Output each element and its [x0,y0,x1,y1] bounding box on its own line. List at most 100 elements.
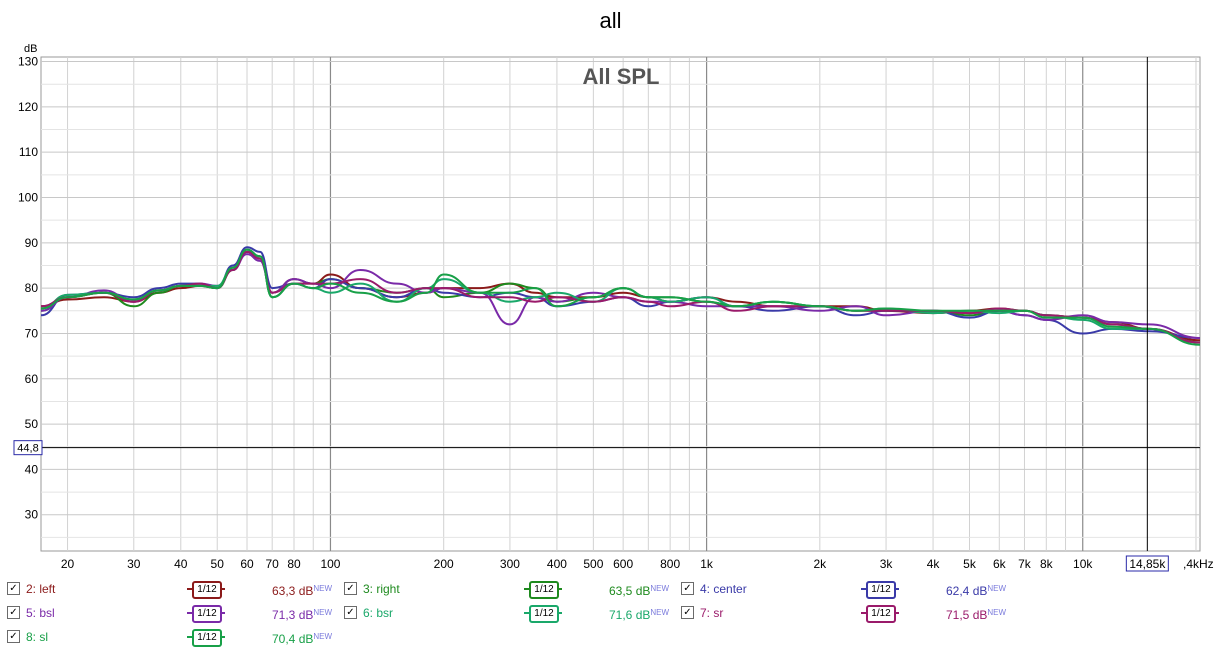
legend-item: ✓ 8: sl 1/12 70,4 dBNEW [7,628,337,648]
legend-item: ✓ 5: bsl 1/12 71,3 dBNEW [7,604,337,624]
y-tick-label: 70 [25,326,39,340]
legend-series-name: 7: sr [700,606,724,620]
legend-level-value: 71,5 dBNEW [946,604,1006,624]
plot-border [40,56,1201,552]
window-title: all [599,8,622,33]
cursor-y-label: 44,8 [17,443,38,455]
new-badge: NEW [987,608,1007,617]
new-badge: NEW [650,584,670,593]
x-tick-label: 500 [583,557,603,571]
legend-checkbox[interactable]: ✓ [7,606,20,619]
smoothing-label: 1/12 [529,605,559,623]
new-badge: NEW [987,584,1007,593]
smoothing-label: 1/12 [192,581,222,599]
legend-checkbox[interactable]: ✓ [681,582,694,595]
y-tick-label: 30 [25,508,39,522]
smoothing-label: 1/12 [866,581,896,599]
spl-chart[interactable]: 20 30 40 50 60 70 80 100 200 300 400 500 600 800 1k 2k 3… [0,0,1221,578]
legend-item: ✓ 2: left 1/12 63,3 dBNEW [7,580,337,600]
legend-level-value: 63,3 dBNEW [272,580,332,600]
cursor-x-box [1125,555,1169,572]
new-badge: NEW [313,632,333,641]
smoothing-button[interactable]: 1/12 [524,580,562,599]
legend-series-name: 4: center [700,582,747,596]
x-tick-label: 600 [613,557,633,571]
y-tick-label: 50 [25,417,39,431]
y-tick-label: 90 [25,236,39,250]
legend-series-name: 2: left [26,582,56,596]
x-tick-label: 60 [240,557,254,571]
x-tick-label: 800 [660,557,680,571]
y-tick-label: 60 [25,372,39,386]
legend-item: ✓ 3: right 1/12 63,5 dBNEW [344,580,674,600]
legend-item: ✓ 4: center 1/12 62,4 dBNEW [681,580,1011,600]
x-tick-label: 10k [1073,557,1093,571]
x-tick-label: 50 [211,557,225,571]
x-tick-label: 6k [993,557,1007,571]
grid [41,57,1200,551]
x-tick-label: 70 [266,557,280,571]
legend-item: ✓ 6: bsr 1/12 71,6 dBNEW [344,604,674,624]
legend-series-name: 8: sl [26,630,49,644]
legend-item: ✓ 7: sr 1/12 71,5 dBNEW [681,604,1011,624]
level-text: 71,6 dB [609,608,651,622]
x-tick-label: 40 [174,557,188,571]
legend: ✓ 2: left 1/12 63,3 dBNEW ✓ 3: right 1/12 63,5 … [0,578,1221,651]
legend-checkbox[interactable]: ✓ [344,582,357,595]
smoothing-button[interactable]: 1/12 [524,604,562,623]
x-tick-label: 30 [127,557,141,571]
level-text: 71,3 dB [272,608,314,622]
x-tick-label: 80 [287,557,301,571]
smoothing-button[interactable]: 1/12 [187,604,225,623]
y-axis-label: dB [24,43,37,55]
legend-series-name: 6: bsr [363,606,394,620]
y-tick-labels: 30 40 50 60 70 80 90 100 110 120 130 [18,55,38,522]
smoothing-label: 1/12 [529,581,559,599]
new-badge: NEW [650,608,670,617]
smoothing-label: 1/12 [192,629,222,647]
x-tick-label: 1k [700,557,714,571]
y-tick-label: 100 [18,190,38,204]
level-text: 63,3 dB [272,584,314,598]
x-tick-label: 300 [500,557,520,571]
series-line-8-sl [40,248,1201,346]
cursor-x-label: 14,85k [1129,557,1166,571]
x-tick-label: 4k [927,557,941,571]
x-tick-label: 8k [1040,557,1054,571]
x-tick-label: 5k [963,557,977,571]
level-text: 70,4 dB [272,632,314,646]
smoothing-button[interactable]: 1/12 [187,580,225,599]
legend-checkbox[interactable]: ✓ [7,630,20,643]
legend-level-value: 71,3 dBNEW [272,604,332,624]
x-tick-label: 100 [320,557,340,571]
y-tick-label: 80 [25,281,39,295]
legend-level-value: 71,6 dBNEW [609,604,669,624]
smoothing-button[interactable]: 1/12 [861,580,899,599]
cursor[interactable]: 44,8 14,85k [13,57,1200,572]
smoothing-label: 1/12 [192,605,222,623]
legend-series-name: 5: bsl [26,606,55,620]
x-tick-labels: 20 30 40 50 60 70 80 100 200 300 400 500 600 800 1k 2k 3… [61,557,1094,571]
y-tick-label: 120 [18,100,38,114]
level-text: 71,5 dB [946,608,988,622]
legend-checkbox[interactable]: ✓ [681,606,694,619]
x-tick-label: 200 [434,557,454,571]
legend-level-value: 63,5 dBNEW [609,580,669,600]
legend-level-value: 70,4 dBNEW [272,628,332,648]
y-tick-label: 40 [25,462,39,476]
x-axis-end-label: ,4kHz [1183,557,1214,571]
smoothing-button[interactable]: 1/12 [187,628,225,647]
x-tick-label: 3k [880,557,894,571]
x-tick-label: 2k [813,557,827,571]
legend-level-value: 62,4 dBNEW [946,580,1006,600]
x-tick-label: 400 [547,557,567,571]
legend-checkbox[interactable]: ✓ [344,606,357,619]
smoothing-button[interactable]: 1/12 [861,604,899,623]
legend-checkbox[interactable]: ✓ [7,582,20,595]
smoothing-label: 1/12 [866,605,896,623]
new-badge: NEW [313,584,333,593]
chart-title: All SPL [582,64,659,89]
series-lines [40,246,1201,346]
level-text: 63,5 dB [609,584,651,598]
x-tick-label: 20 [61,557,75,571]
